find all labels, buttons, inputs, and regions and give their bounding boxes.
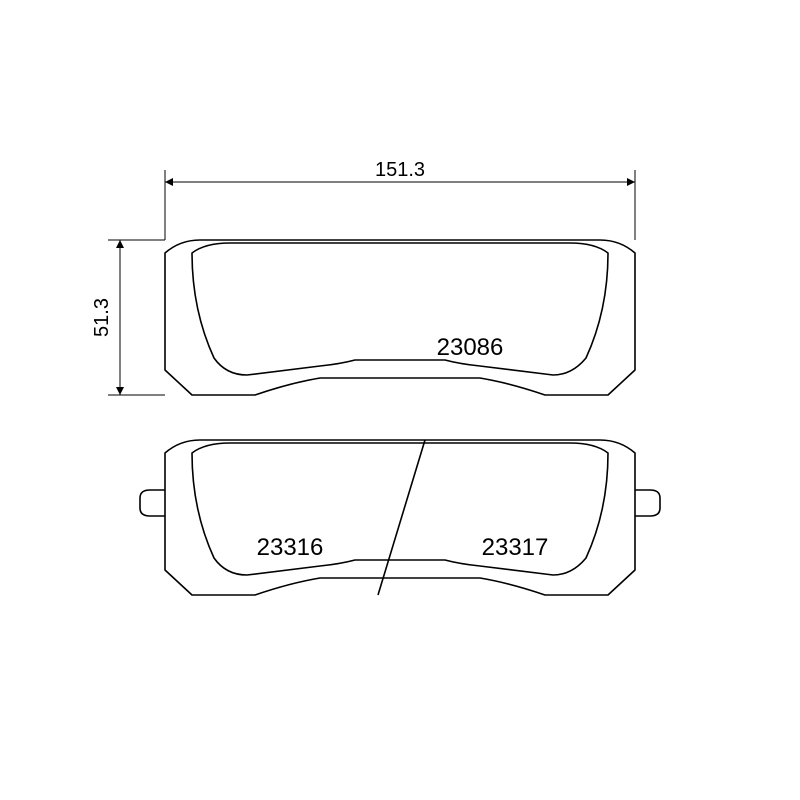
width-arrow-right (627, 178, 635, 186)
top-pad-inner (192, 243, 608, 375)
width-arrow-left (165, 178, 173, 186)
width-label: 151.3 (375, 159, 425, 181)
height-arrow-bot (116, 387, 124, 395)
width-dimension: 151.3 (165, 159, 635, 240)
bottom-pad-part-left: 23316 (257, 534, 324, 561)
top-brake-pad: 23086 (165, 240, 635, 395)
top-pad-outline (165, 240, 635, 395)
bottom-pad-part-right: 23317 (482, 534, 549, 561)
bottom-brake-pad: 23316 23317 (140, 440, 660, 595)
bottom-pad-outline (165, 440, 635, 595)
top-pad-part-number: 23086 (437, 334, 504, 361)
height-arrow-top (116, 240, 124, 248)
bottom-pad-divider (378, 440, 425, 595)
bottom-pad-left-tab (140, 490, 165, 516)
height-dimension: 51.3 (91, 240, 165, 395)
height-label: 51.3 (91, 298, 113, 337)
brake-pad-technical-drawing: 151.3 51.3 23086 23316 23317 (0, 0, 800, 800)
bottom-pad-right-tab (635, 490, 660, 516)
